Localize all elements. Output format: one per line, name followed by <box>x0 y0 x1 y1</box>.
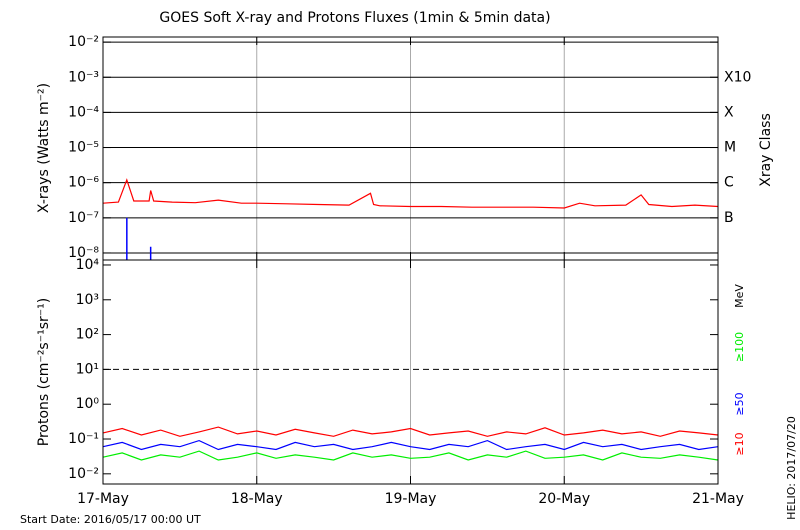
y-tick-label: 10⁻³ <box>68 69 99 85</box>
x-tick-label: 19-May <box>385 491 437 507</box>
y-tick-label: 10³ <box>76 292 99 308</box>
x-tick-label: 20-May <box>538 491 590 507</box>
series-line <box>102 450 719 461</box>
x-tick-label: 17-May <box>77 491 129 507</box>
y-tick-label: 10⁴ <box>76 257 100 273</box>
class-label: M <box>724 140 736 156</box>
y-tick-label: 10⁻⁷ <box>68 210 99 226</box>
series-line <box>102 178 719 209</box>
series-line <box>102 439 719 451</box>
y-axis-title: X-rays (Watts m⁻²) <box>36 83 52 213</box>
annotation: HELIO: 2017/07/20 <box>785 416 798 520</box>
class-label: X10 <box>724 69 751 85</box>
chart-title: GOES Soft X-ray and Protons Fluxes (1min… <box>159 10 550 26</box>
class-label: B <box>724 210 734 226</box>
y-tick-label: 10⁰ <box>76 396 100 412</box>
x-tick-label: 21-May <box>692 491 744 507</box>
units-label: MeV <box>733 284 746 308</box>
footnote: Start Date: 2016/05/17 00:00 UT <box>20 513 201 526</box>
y-tick-label: 10¹ <box>76 361 99 377</box>
y-axis-title: Protons (cm⁻²s⁻¹sr⁻¹) <box>36 298 52 447</box>
series-line <box>102 426 719 437</box>
y-tick-label: 10⁻² <box>68 34 99 50</box>
legend-entry: ≥50 <box>733 392 746 415</box>
class-label: C <box>724 175 734 191</box>
y-tick-label: 10⁻¹ <box>68 431 99 447</box>
y-tick-label: 10⁻⁸ <box>68 245 99 261</box>
y-tick-label: 10⁻² <box>68 466 99 482</box>
plot-frame <box>102 259 719 485</box>
legend-entry: ≥100 <box>733 332 746 362</box>
y-tick-label: 10⁻⁵ <box>68 140 99 156</box>
y2-axis-title: Xray Class <box>758 113 774 187</box>
y-tick-label: 10⁻⁴ <box>68 104 99 120</box>
y-tick-label: 10⁻⁶ <box>68 175 99 191</box>
legend-entry: ≥10 <box>733 432 746 455</box>
x-tick-label: 18-May <box>231 491 283 507</box>
y-tick-label: 10² <box>76 327 99 343</box>
class-label: X <box>724 104 734 120</box>
